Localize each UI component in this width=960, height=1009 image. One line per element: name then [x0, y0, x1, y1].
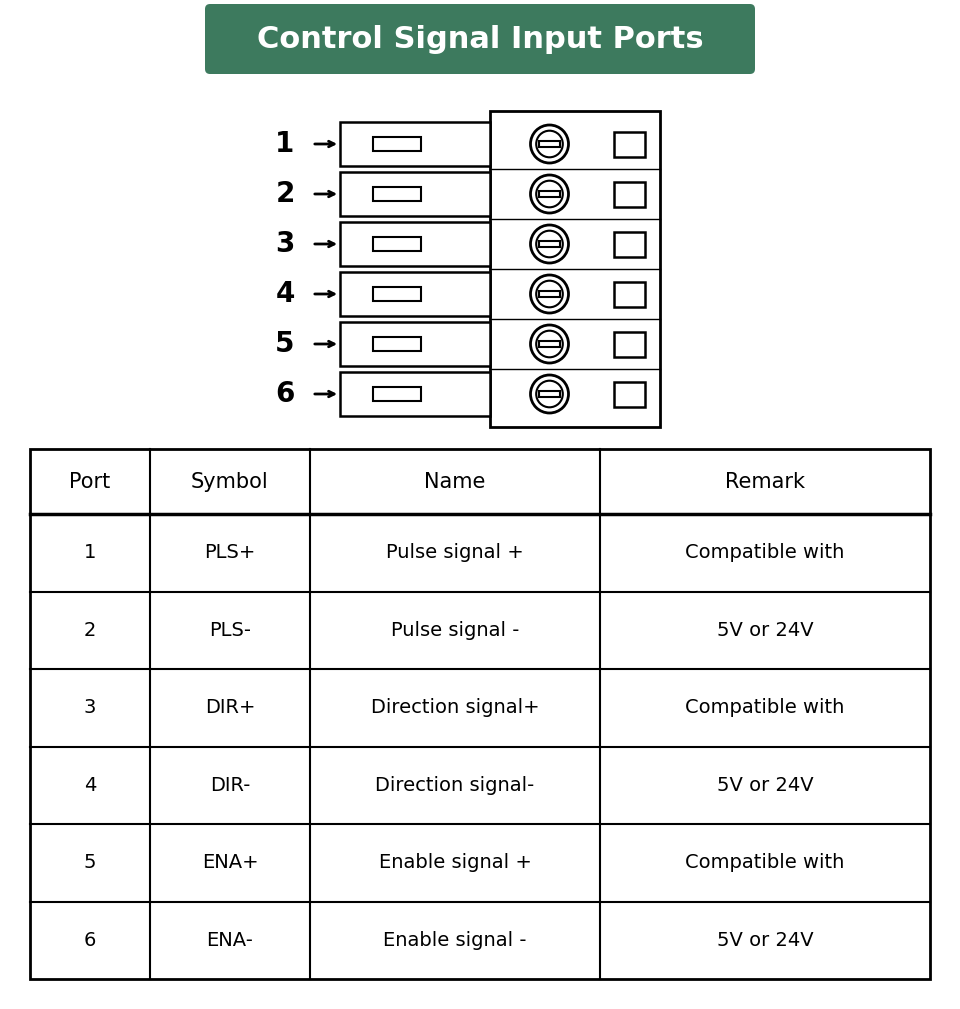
- FancyBboxPatch shape: [205, 4, 755, 74]
- Bar: [614, 282, 645, 307]
- Text: 1: 1: [276, 130, 295, 158]
- Text: 4: 4: [276, 281, 295, 308]
- Bar: [373, 288, 421, 301]
- Bar: [30, 449, 930, 979]
- Bar: [373, 387, 421, 401]
- Bar: [614, 332, 645, 356]
- Text: Direction signal+: Direction signal+: [371, 698, 540, 717]
- Text: PLS-: PLS-: [209, 621, 251, 640]
- Text: Enable signal +: Enable signal +: [378, 854, 532, 872]
- Text: Compatible with: Compatible with: [685, 698, 845, 717]
- Text: 2: 2: [84, 621, 96, 640]
- Text: PLS+: PLS+: [204, 543, 255, 562]
- Text: Enable signal -: Enable signal -: [383, 930, 527, 949]
- Text: Pulse signal -: Pulse signal -: [391, 621, 519, 640]
- Text: Remark: Remark: [725, 471, 805, 491]
- Ellipse shape: [537, 281, 563, 308]
- Bar: [340, 172, 490, 216]
- Text: ENA+: ENA+: [202, 854, 258, 872]
- Bar: [540, 341, 560, 347]
- Bar: [614, 182, 645, 207]
- Text: 2: 2: [276, 180, 295, 208]
- Bar: [340, 372, 490, 416]
- Text: 3: 3: [84, 698, 96, 717]
- Text: Direction signal-: Direction signal-: [375, 776, 535, 795]
- Text: Symbol: Symbol: [191, 471, 269, 491]
- Ellipse shape: [537, 181, 563, 207]
- Bar: [614, 231, 645, 256]
- Ellipse shape: [531, 125, 568, 163]
- Ellipse shape: [537, 231, 563, 257]
- Text: Port: Port: [69, 471, 110, 491]
- Text: 5V or 24V: 5V or 24V: [717, 621, 813, 640]
- Bar: [373, 137, 421, 150]
- Ellipse shape: [531, 375, 568, 413]
- Text: Name: Name: [424, 471, 486, 491]
- Text: Control Signal Input Ports: Control Signal Input Ports: [256, 24, 704, 53]
- Text: 5: 5: [276, 330, 295, 358]
- Text: 1: 1: [84, 543, 96, 562]
- Text: 5V or 24V: 5V or 24V: [717, 930, 813, 949]
- Bar: [490, 111, 660, 427]
- Bar: [373, 237, 421, 250]
- Text: 5: 5: [84, 854, 96, 872]
- Bar: [540, 391, 560, 397]
- Bar: [614, 131, 645, 156]
- Ellipse shape: [537, 331, 563, 357]
- Ellipse shape: [537, 131, 563, 157]
- Bar: [540, 292, 560, 297]
- Ellipse shape: [531, 225, 568, 263]
- Text: DIR-: DIR-: [210, 776, 251, 795]
- Bar: [540, 241, 560, 247]
- Bar: [373, 337, 421, 350]
- Bar: [540, 191, 560, 197]
- Text: Pulse signal +: Pulse signal +: [386, 543, 524, 562]
- Text: 5V or 24V: 5V or 24V: [717, 776, 813, 795]
- Bar: [614, 381, 645, 407]
- Text: 6: 6: [276, 380, 295, 408]
- Text: ENA-: ENA-: [206, 930, 253, 949]
- Text: Compatible with: Compatible with: [685, 854, 845, 872]
- Bar: [340, 222, 490, 266]
- Bar: [540, 141, 560, 147]
- Bar: [373, 188, 421, 201]
- Bar: [340, 322, 490, 366]
- Ellipse shape: [531, 175, 568, 213]
- Text: 6: 6: [84, 930, 96, 949]
- Bar: [340, 272, 490, 316]
- Bar: [340, 122, 490, 166]
- Text: DIR+: DIR+: [204, 698, 255, 717]
- Text: Compatible with: Compatible with: [685, 543, 845, 562]
- Ellipse shape: [531, 275, 568, 313]
- Text: 3: 3: [276, 230, 295, 258]
- Text: 4: 4: [84, 776, 96, 795]
- Ellipse shape: [537, 380, 563, 408]
- Ellipse shape: [531, 325, 568, 363]
